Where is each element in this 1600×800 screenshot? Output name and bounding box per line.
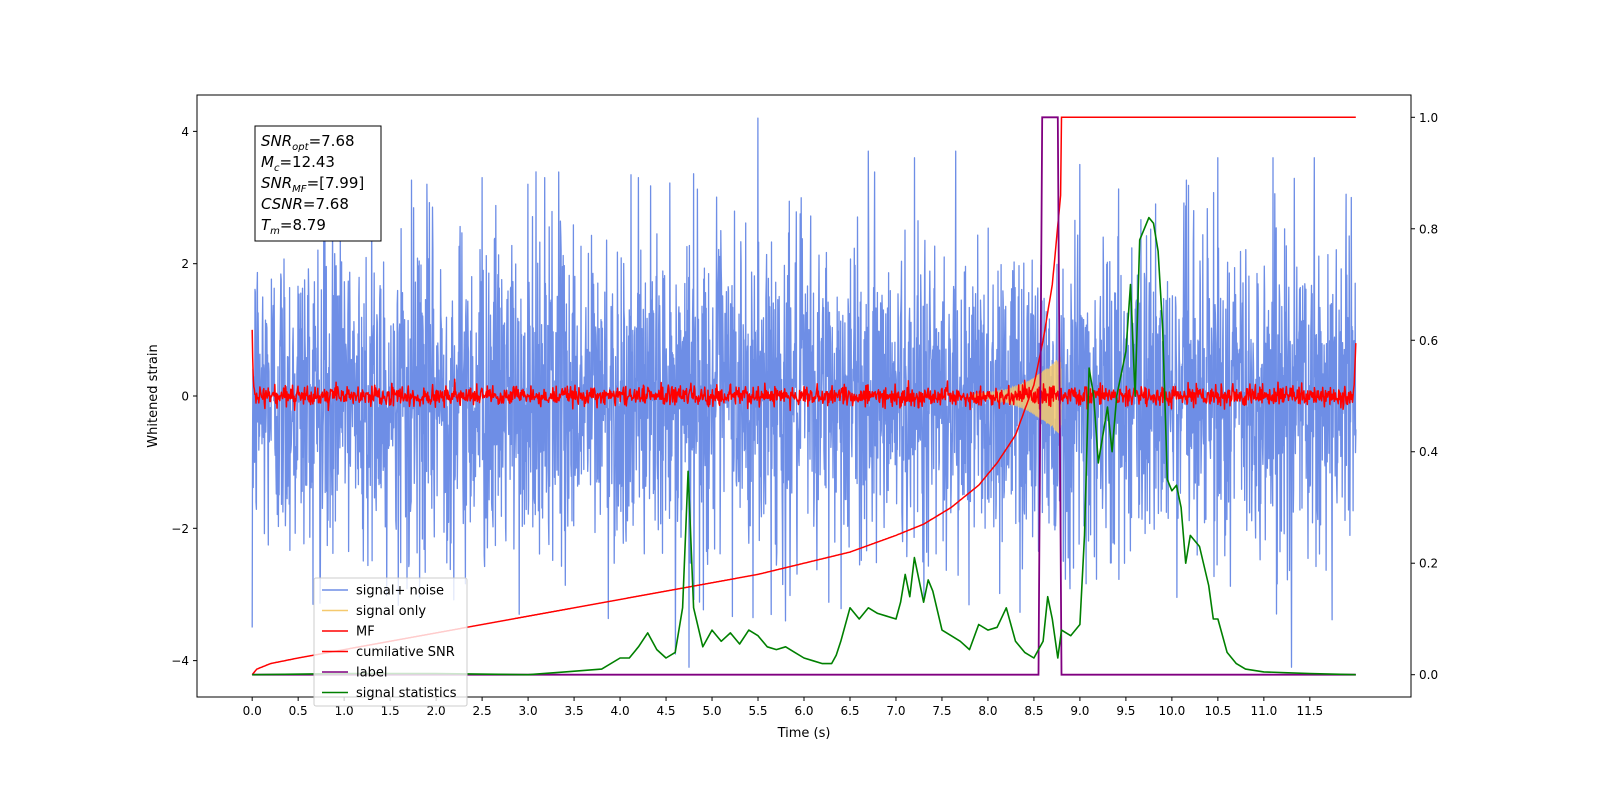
x-tick-label: 4.5 bbox=[656, 704, 675, 718]
annotation-line: Mc=12.43 bbox=[261, 153, 335, 174]
x-tick-label: 6.5 bbox=[840, 704, 859, 718]
y-tick-label: 0 bbox=[181, 390, 189, 404]
x-tick-label: 8.0 bbox=[978, 704, 997, 718]
x-axis-label: Time (s) bbox=[777, 726, 831, 741]
y2-tick-label: 0.6 bbox=[1419, 334, 1438, 348]
y-tick-label: −2 bbox=[171, 522, 189, 536]
annotation-line: CSNR=7.68 bbox=[261, 195, 349, 213]
y2-tick-label: 0.8 bbox=[1419, 222, 1438, 236]
x-tick-label: 2.0 bbox=[427, 704, 446, 718]
y2-tick-label: 0.0 bbox=[1419, 668, 1438, 682]
x-axis: 0.0 0.5 1.0 1.5 2.0 2.5 3.0 3.5 4.0 4.5 5.0 5.5 6.0 6… bbox=[243, 697, 1323, 718]
x-tick-label: 11.5 bbox=[1296, 704, 1323, 718]
legend-label: label bbox=[356, 666, 387, 681]
x-tick-label: 11.0 bbox=[1250, 704, 1277, 718]
legend: signal+ noise signal only MF cumilative SNR… bbox=[313, 577, 468, 707]
x-tick-label: 4.0 bbox=[611, 704, 630, 718]
x-tick-label: 9.0 bbox=[1070, 704, 1089, 718]
y2-tick-label: 1.0 bbox=[1419, 111, 1438, 125]
x-tick-label: 10.5 bbox=[1205, 704, 1232, 718]
x-tick-label: 0.5 bbox=[289, 704, 308, 718]
x-tick-label: 8.5 bbox=[1024, 704, 1043, 718]
annotation-line: SNRMF=[7.99] bbox=[261, 174, 364, 195]
annotation-line: SNRopt=7.68 bbox=[261, 132, 355, 153]
y-tick-label: 2 bbox=[181, 257, 189, 271]
y-tick-label: −4 bbox=[171, 654, 189, 668]
annotation-line: Tm=8.79 bbox=[261, 216, 326, 237]
x-tick-label: 10.0 bbox=[1159, 704, 1186, 718]
x-tick-label: 5.0 bbox=[702, 704, 721, 718]
legend-label: signal+ noise bbox=[356, 584, 444, 599]
x-tick-label: 2.5 bbox=[473, 704, 492, 718]
legend-label: cumilative SNR bbox=[356, 645, 455, 660]
annotation-frame bbox=[254, 125, 382, 242]
y2-tick-label: 0.2 bbox=[1419, 557, 1438, 571]
y-axis: −4 −2 0 2 4 bbox=[171, 125, 197, 668]
legend-label: MF bbox=[356, 625, 375, 640]
x-tick-label: 5.5 bbox=[748, 704, 767, 718]
legend-label: signal only bbox=[356, 604, 426, 619]
legend-frame bbox=[313, 577, 468, 707]
x-tick-label: 7.0 bbox=[886, 704, 905, 718]
series-mf bbox=[251, 329, 1357, 412]
annotation-box: SNRopt=7.68Mc=12.43SNRMF=[7.99]CSNR=7.68… bbox=[254, 125, 382, 242]
x-tick-label: 1.5 bbox=[381, 704, 400, 718]
x-tick-label: 9.5 bbox=[1116, 704, 1135, 718]
x-tick-label: 1.0 bbox=[335, 704, 354, 718]
x-tick-label: 6.0 bbox=[794, 704, 813, 718]
x-tick-label: 0.0 bbox=[243, 704, 262, 718]
y-axis-label: Whitened strain bbox=[146, 344, 161, 447]
y-tick-label: 4 bbox=[181, 125, 189, 139]
x-tick-label: 3.0 bbox=[519, 704, 538, 718]
series-label bbox=[252, 116, 1356, 676]
series-signal-statistics bbox=[252, 216, 1356, 676]
y2-tick-label: 0.4 bbox=[1419, 445, 1438, 459]
x-tick-label: 7.5 bbox=[932, 704, 951, 718]
legend-label: signal statistics bbox=[356, 686, 457, 701]
x-tick-label: 3.5 bbox=[565, 704, 584, 718]
y2-axis: 0.0 0.2 0.4 0.6 0.8 1.0 bbox=[1411, 111, 1438, 682]
